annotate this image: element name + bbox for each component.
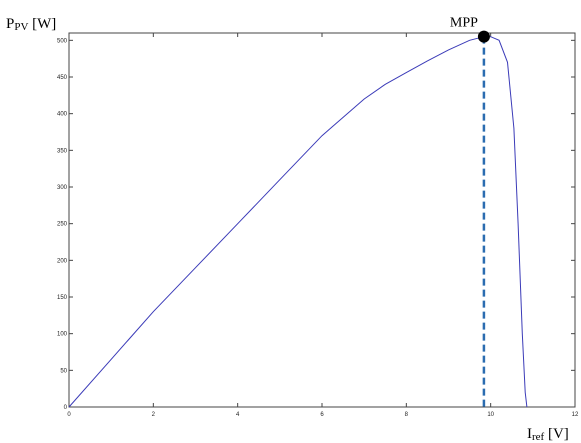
x-axis-title-main: I [527, 426, 532, 442]
annotation-layer: MPP [450, 16, 490, 407]
x-tick-label: 0 [67, 412, 71, 418]
y-axis-title: PPV [W] [6, 16, 56, 33]
mpp-label: MPP [450, 16, 478, 31]
axis-ticks: 0 2 4 6 8 10 12 0 50 100 150 200 250 300 350 400 450 500 [57, 33, 579, 418]
x-tick-label: 12 [572, 412, 579, 418]
y-tick-label: 300 [57, 185, 68, 191]
series-layer [68, 36, 528, 408]
y-tick-label: 150 [57, 295, 68, 301]
x-tick-label: 10 [487, 412, 494, 418]
y-tick-label: 350 [57, 148, 68, 154]
series-line [68, 36, 528, 408]
y-axis-title-unit: [W] [28, 16, 56, 32]
y-tick-label: 500 [57, 38, 68, 44]
x-tick-label: 2 [152, 412, 156, 418]
x-tick-label: 8 [405, 412, 409, 418]
x-tick-label: 4 [236, 412, 240, 418]
mpp-marker [477, 30, 490, 43]
x-tick-label: 6 [320, 412, 324, 418]
y-tick-label: 100 [57, 332, 68, 338]
x-axis-title-unit: [V] [544, 426, 569, 442]
x-axis-title: Iref [V] [527, 426, 569, 443]
y-tick-label: 250 [57, 222, 68, 228]
plot-area-frame [68, 32, 576, 408]
y-axis-title-main: P [6, 16, 14, 32]
y-tick-label: 0 [64, 405, 68, 411]
svg-text:Iref [V]: Iref [V] [527, 426, 569, 443]
y-axis-title-sub: PV [14, 21, 28, 33]
y-tick-label: 450 [57, 75, 68, 81]
x-axis-title-sub: ref [532, 431, 545, 443]
svg-text:PPV [W]: PPV [W] [6, 16, 56, 33]
y-tick-label: 400 [57, 112, 68, 118]
y-tick-label: 50 [60, 368, 67, 374]
y-tick-label: 200 [57, 258, 68, 264]
